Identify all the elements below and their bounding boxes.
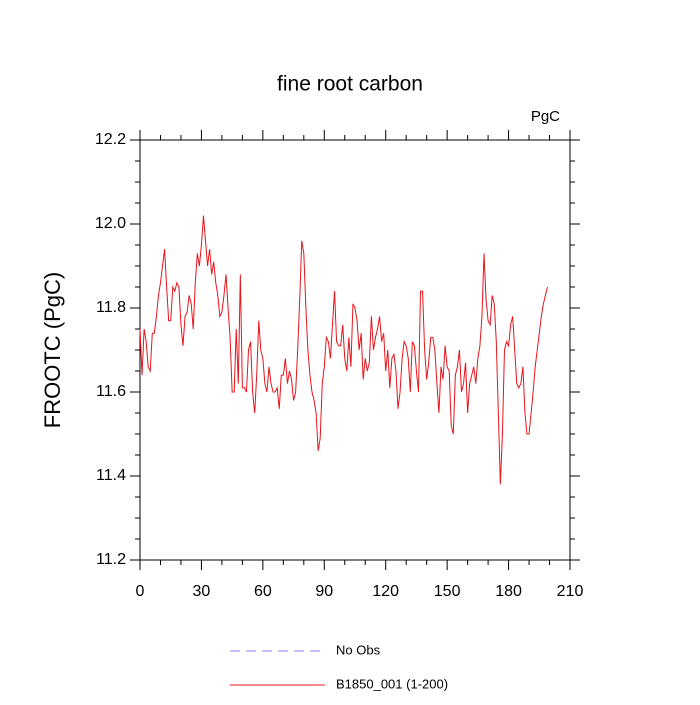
x-tick-label: 60 xyxy=(254,583,272,600)
legend-label: B1850_001 (1-200) xyxy=(336,676,448,691)
x-tick-label: 90 xyxy=(315,583,333,600)
y-axis-label: FROOTC (PgC) xyxy=(40,272,65,428)
data-line xyxy=(139,215,548,485)
y-tick-label: 11.2 xyxy=(96,551,126,568)
chart-title: fine root carbon xyxy=(277,73,423,96)
x-tick-label: 120 xyxy=(372,583,399,600)
x-tick-label: 150 xyxy=(434,583,461,600)
units-label: PgC xyxy=(531,108,560,125)
y-tick-label: 11.8 xyxy=(96,299,126,316)
y-tick-label: 12.2 xyxy=(95,131,126,148)
x-tick-label: 210 xyxy=(557,583,584,600)
y-tick-label: 11.4 xyxy=(96,467,126,484)
y-tick-label: 11.6 xyxy=(96,383,126,400)
x-tick-label: 180 xyxy=(495,583,522,600)
plot-frame xyxy=(139,139,571,561)
x-tick-label: 0 xyxy=(136,583,145,600)
legend-label: No Obs xyxy=(336,642,381,657)
y-tick-label: 12.0 xyxy=(95,215,126,232)
x-tick-label: 30 xyxy=(193,583,211,600)
